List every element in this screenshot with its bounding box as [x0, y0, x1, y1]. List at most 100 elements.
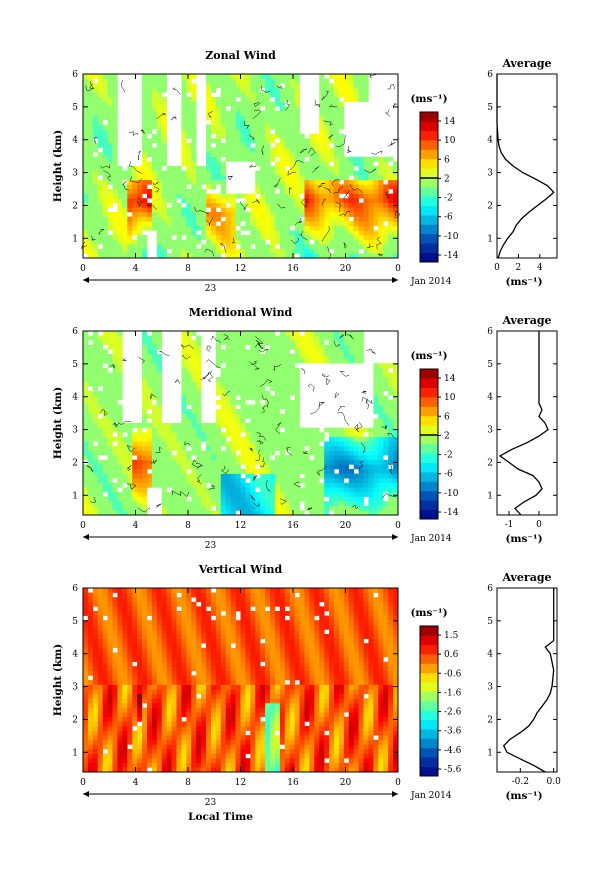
heatmap-cell: [132, 606, 137, 611]
heatmap-cell: [181, 474, 186, 479]
heatmap-cell: [117, 597, 122, 602]
heatmap-cell: [373, 400, 378, 405]
heatmap-cell: [359, 175, 364, 180]
heatmap-cell: [236, 501, 241, 506]
heatmap-cell: [117, 166, 122, 171]
heatmap-cell: [241, 451, 246, 456]
heatmap-cell: [122, 643, 127, 648]
heatmap-cell: [211, 446, 216, 451]
heatmap-cell: [167, 731, 172, 736]
heatmap-cell: [329, 166, 334, 171]
heatmap-cell: [285, 418, 290, 423]
heatmap-cell: [127, 625, 132, 630]
heatmap-cell: [83, 754, 88, 759]
colorbar-swatch: [420, 168, 438, 178]
heatmap-cell: [142, 354, 147, 359]
heatmap-cell: [162, 171, 167, 176]
heatmap-cell: [314, 207, 319, 212]
heatmap-cell: [142, 648, 147, 653]
heatmap-cell: [285, 391, 290, 396]
heatmap-cell: [280, 441, 285, 446]
heatmap-cell: [339, 106, 344, 111]
heatmap-cell: [364, 240, 369, 245]
heatmap-cell: [186, 203, 191, 208]
heatmap-cell: [162, 763, 167, 768]
heatmap-cell: [319, 111, 324, 116]
heatmap-cell: [285, 331, 290, 336]
heatmap-cell: [221, 175, 226, 180]
heatmap-cell: [290, 221, 295, 226]
heatmap-cell: [181, 83, 186, 88]
heatmap-cell: [162, 455, 167, 460]
heatmap-cell: [142, 749, 147, 754]
heatmap-cell: [186, 418, 191, 423]
heatmap-cell: [373, 483, 378, 488]
heatmap-cell: [172, 230, 177, 235]
heatmap-cell: [157, 212, 162, 217]
heatmap-cell: [162, 102, 167, 107]
heatmap-cell: [260, 409, 265, 414]
heatmap-cell: [368, 464, 373, 469]
heatmap-cell: [132, 497, 137, 502]
heatmap-cell: [245, 428, 250, 433]
heatmap-cell: [93, 460, 98, 465]
heatmap-cell: [152, 726, 157, 731]
heatmap-cell: [221, 501, 226, 506]
heatmap-cell: [147, 703, 152, 708]
heatmap-cell: [270, 331, 275, 336]
heatmap-cell: [270, 483, 275, 488]
heatmap-cell: [152, 349, 157, 354]
heatmap-cell: [167, 469, 172, 474]
heatmap-cell: [152, 685, 157, 690]
heatmap-cell: [181, 391, 186, 396]
heatmap-cell: [241, 372, 246, 377]
heatmap-cell: [378, 171, 383, 176]
heatmap-cell: [319, 157, 324, 162]
heatmap-cell: [103, 721, 108, 726]
heatmap-cell: [206, 432, 211, 437]
date-label: Jan 2014: [410, 534, 452, 544]
heatmap-cell: [349, 483, 354, 488]
contour-line: [335, 392, 339, 398]
heatmap-cell: [285, 460, 290, 465]
heatmap-cell: [142, 143, 147, 148]
heatmap-cell: [93, 451, 98, 456]
heatmap-cell: [211, 230, 216, 235]
heatmap-cell: [157, 106, 162, 111]
heatmap-cell: [152, 207, 157, 212]
heatmap-cell: [304, 437, 309, 442]
y-axis-label: Height (km): [52, 387, 64, 459]
heatmap-cell: [255, 83, 260, 88]
heatmap-cell: [88, 203, 93, 208]
heatmap-cell: [236, 249, 241, 254]
heatmap-cell: [98, 487, 103, 492]
heatmap-cell: [211, 171, 216, 176]
heatmap-cell: [103, 432, 108, 437]
heatmap-cell: [117, 382, 122, 387]
heatmap-cell: [255, 386, 260, 391]
heatmap-cell: [88, 712, 93, 717]
heatmap-cell: [231, 451, 236, 456]
heatmap-cell: [275, 88, 280, 93]
heatmap-cell: [177, 230, 182, 235]
heatmap-cell: [319, 235, 324, 240]
heatmap-cell: [83, 758, 88, 763]
heatmap-cell: [378, 469, 383, 474]
date-label: Jan 2014: [410, 277, 452, 287]
heatmap-cell: [226, 354, 231, 359]
heatmap-cell: [304, 171, 309, 176]
heatmap-cell: [226, 340, 231, 345]
contour-line: [322, 374, 329, 377]
heatmap-cell: [93, 717, 98, 722]
heatmap-cell: [260, 166, 265, 171]
heatmap-cell: [108, 721, 113, 726]
heatmap-cell: [329, 148, 334, 153]
heatmap-cell: [142, 134, 147, 139]
heatmap-cell: [181, 349, 186, 354]
heatmap-cell: [344, 437, 349, 442]
heatmap-cell: [122, 474, 127, 479]
heatmap-cell: [206, 198, 211, 203]
heatmap-cell: [122, 492, 127, 497]
heatmap-cell: [349, 478, 354, 483]
heatmap-cell: [344, 451, 349, 456]
